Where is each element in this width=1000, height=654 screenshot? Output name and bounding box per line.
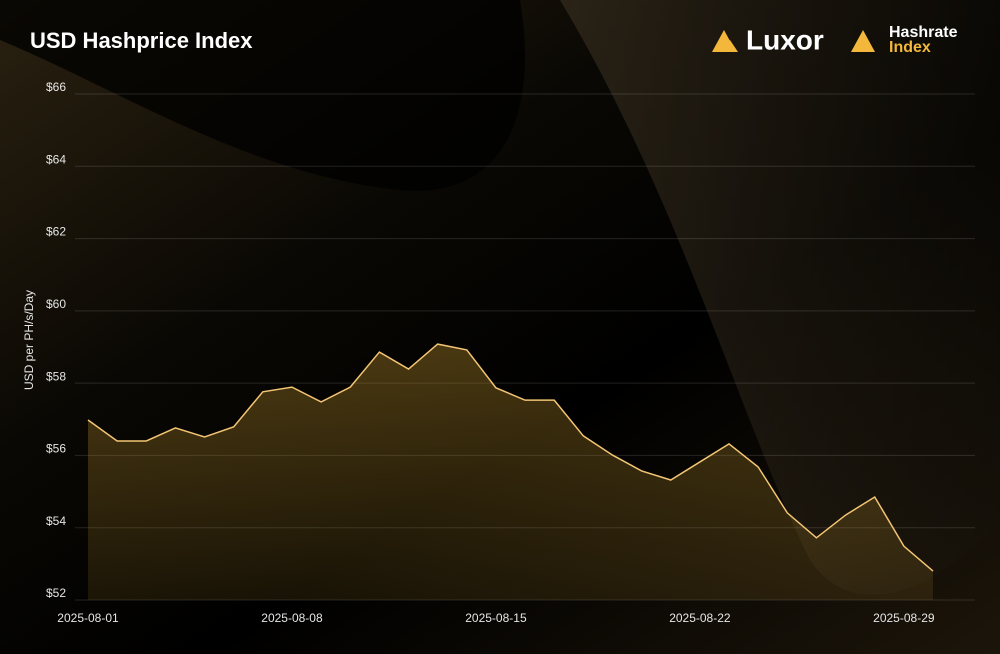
y-tick-label: $66 xyxy=(46,80,66,94)
y-tick-label: $60 xyxy=(46,297,66,311)
y-tick-label: $56 xyxy=(46,442,66,456)
y-tick-label: $52 xyxy=(46,586,66,600)
x-tick-label: 2025-08-01 xyxy=(57,611,119,625)
x-tick-label: 2025-08-29 xyxy=(873,611,935,625)
area xyxy=(88,344,933,600)
logo-icon xyxy=(712,30,738,52)
y-tick-label: $58 xyxy=(46,369,66,383)
y-tick-label: $64 xyxy=(46,152,66,166)
background-shape xyxy=(0,0,525,191)
chart-title: USD Hashprice Index xyxy=(30,28,253,53)
x-tick-label: 2025-08-22 xyxy=(669,611,731,625)
y-tick-label: $62 xyxy=(46,225,66,239)
logo-icon xyxy=(851,30,875,52)
logo-text: Hashrate xyxy=(889,24,958,41)
x-tick-label: 2025-08-15 xyxy=(465,611,527,625)
logo-text: Luxor xyxy=(746,24,824,55)
background-shape xyxy=(560,0,1000,595)
line xyxy=(87,343,934,572)
x-tick-label: 2025-08-08 xyxy=(261,611,323,625)
y-tick-label: $54 xyxy=(46,514,66,528)
y-axis-label: USD per PH/s/Day xyxy=(22,290,36,390)
logo-text: Index xyxy=(889,39,931,56)
